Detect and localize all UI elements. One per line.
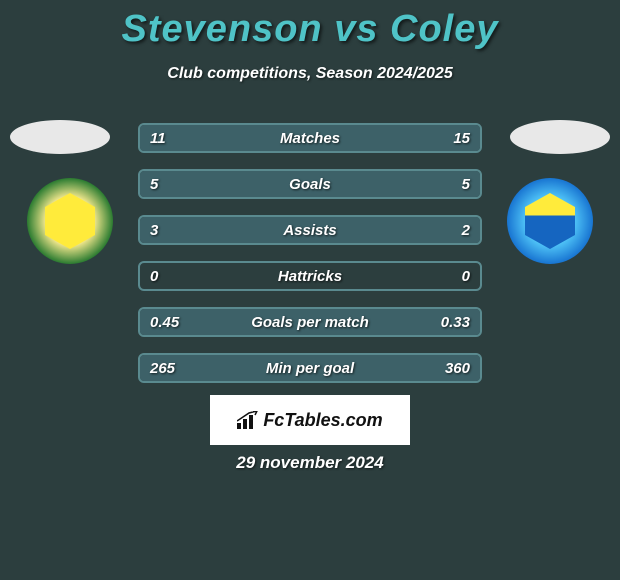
player-right-club-badge <box>507 178 593 264</box>
stat-label: Goals <box>140 171 480 197</box>
stat-value-right: 5 <box>462 171 470 197</box>
club-crest-icon <box>525 193 575 249</box>
stat-value-right: 15 <box>453 125 470 151</box>
stat-row-assists: 3 Assists 2 <box>138 215 482 245</box>
stat-label: Matches <box>140 125 480 151</box>
stat-row-goals-per-match: 0.45 Goals per match 0.33 <box>138 307 482 337</box>
branding-text: FcTables.com <box>263 410 382 431</box>
page-subtitle: Club competitions, Season 2024/2025 <box>0 65 620 83</box>
stats-table: 11 Matches 15 5 Goals 5 3 Assists 2 0 Ha… <box>138 123 482 399</box>
stat-value-right: 0.33 <box>441 309 470 335</box>
page-title: Stevenson vs Coley <box>0 0 620 51</box>
footer-date: 29 november 2024 <box>0 453 620 473</box>
stat-label: Min per goal <box>140 355 480 381</box>
branding-badge: FcTables.com <box>210 395 410 445</box>
stat-value-right: 360 <box>445 355 470 381</box>
stat-row-hattricks: 0 Hattricks 0 <box>138 261 482 291</box>
stat-value-right: 2 <box>462 217 470 243</box>
player-left-club-badge <box>27 178 113 264</box>
stat-row-matches: 11 Matches 15 <box>138 123 482 153</box>
chart-icon <box>237 411 259 429</box>
stat-label: Hattricks <box>140 263 480 289</box>
stat-row-goals: 5 Goals 5 <box>138 169 482 199</box>
player-right-avatar <box>510 120 610 154</box>
stat-label: Assists <box>140 217 480 243</box>
stat-value-right: 0 <box>462 263 470 289</box>
club-crest-icon <box>45 193 95 249</box>
player-left-avatar <box>10 120 110 154</box>
stat-row-min-per-goal: 265 Min per goal 360 <box>138 353 482 383</box>
stat-label: Goals per match <box>140 309 480 335</box>
